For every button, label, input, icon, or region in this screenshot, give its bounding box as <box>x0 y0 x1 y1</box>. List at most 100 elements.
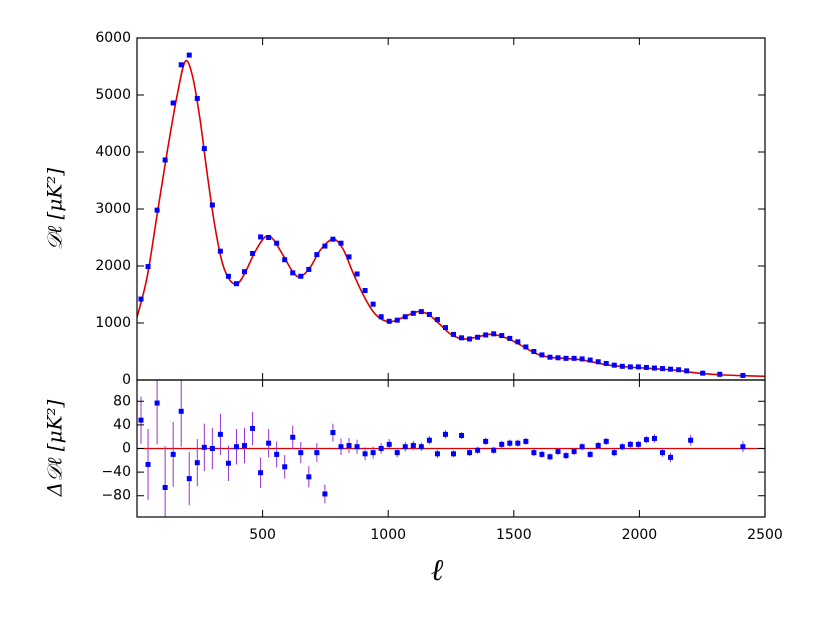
data-point <box>178 62 184 68</box>
data-point <box>201 444 207 450</box>
data-point <box>314 252 320 258</box>
y-tick-label: 40 <box>113 417 131 433</box>
data-point <box>354 271 360 277</box>
data-point <box>274 240 280 246</box>
data-point <box>402 444 408 450</box>
data-point <box>515 339 521 345</box>
data-point <box>700 370 706 376</box>
data-point <box>684 368 690 374</box>
data-point <box>467 450 473 456</box>
data-point <box>194 460 200 466</box>
data-point <box>145 264 151 270</box>
data-point <box>322 243 328 249</box>
data-point <box>579 444 585 450</box>
data-point <box>475 447 481 453</box>
data-point <box>660 450 666 456</box>
data-point <box>290 270 296 276</box>
data-point <box>688 437 694 443</box>
data-point <box>274 451 280 457</box>
data-point <box>250 250 256 256</box>
x-tick-label: 2000 <box>622 527 658 543</box>
data-point <box>330 236 336 242</box>
data-point <box>170 100 176 106</box>
data-point <box>451 451 457 457</box>
data-point <box>459 335 465 341</box>
data-point <box>539 451 545 457</box>
data-point <box>635 441 641 447</box>
data-point <box>250 425 256 431</box>
y-tick-label: 80 <box>113 393 131 409</box>
data-point <box>170 451 176 457</box>
y-tick-label: −80 <box>101 488 131 504</box>
data-point <box>660 366 666 372</box>
y-tick-label: 2000 <box>95 258 131 274</box>
data-point <box>563 355 569 361</box>
data-point <box>442 431 448 437</box>
data-point <box>603 438 609 444</box>
data-point <box>418 309 424 315</box>
data-point <box>282 257 288 263</box>
plot-frame <box>136 379 766 518</box>
data-point <box>595 359 601 365</box>
data-point <box>643 437 649 443</box>
y-tick-label: 4000 <box>95 144 131 160</box>
data-point <box>523 438 529 444</box>
data-point <box>547 354 553 360</box>
data-point <box>531 349 537 354</box>
data-point <box>410 310 416 316</box>
data-point <box>194 95 200 101</box>
data-point <box>154 207 160 213</box>
data-point <box>668 454 674 460</box>
data-point <box>434 451 440 457</box>
data-point <box>491 331 497 337</box>
data-point <box>426 437 432 443</box>
data-point <box>258 234 264 240</box>
data-point <box>186 476 192 482</box>
data-point <box>162 484 168 490</box>
data-point <box>217 248 223 254</box>
data-point <box>483 438 489 444</box>
y-tick-label: 6000 <box>95 30 131 46</box>
data-point <box>442 325 448 331</box>
data-point <box>563 453 569 459</box>
data-point <box>507 335 513 341</box>
data-point <box>386 318 392 324</box>
data-point <box>603 360 609 366</box>
data-point <box>627 441 633 447</box>
plot-frame <box>136 37 766 381</box>
plot-area <box>137 52 765 378</box>
data-point <box>314 450 320 456</box>
data-point <box>378 446 384 451</box>
data-point <box>330 430 336 436</box>
data-point <box>394 317 400 323</box>
data-point <box>346 443 352 449</box>
data-point <box>635 364 641 370</box>
x-tick-label: 2500 <box>747 527 783 543</box>
data-point <box>467 336 473 342</box>
data-point <box>306 266 312 272</box>
data-point <box>394 450 400 456</box>
x-tick-label: 1000 <box>370 527 406 543</box>
data-point <box>459 433 465 439</box>
data-point <box>475 334 481 340</box>
y-tick-label: 3000 <box>95 201 131 217</box>
data-point <box>531 450 537 456</box>
data-point <box>370 450 376 456</box>
data-point <box>740 444 746 450</box>
data-point <box>266 440 272 446</box>
data-point <box>668 366 674 372</box>
x-axis-label: ℓ <box>431 553 444 588</box>
data-point <box>717 371 723 377</box>
data-point <box>354 444 360 450</box>
data-point <box>346 254 352 260</box>
data-point <box>507 440 513 446</box>
data-point <box>483 332 489 338</box>
data-point <box>138 417 144 423</box>
data-point <box>555 448 561 454</box>
data-point <box>209 446 215 451</box>
data-point <box>386 441 392 447</box>
data-point <box>154 400 160 406</box>
data-point <box>338 444 344 450</box>
